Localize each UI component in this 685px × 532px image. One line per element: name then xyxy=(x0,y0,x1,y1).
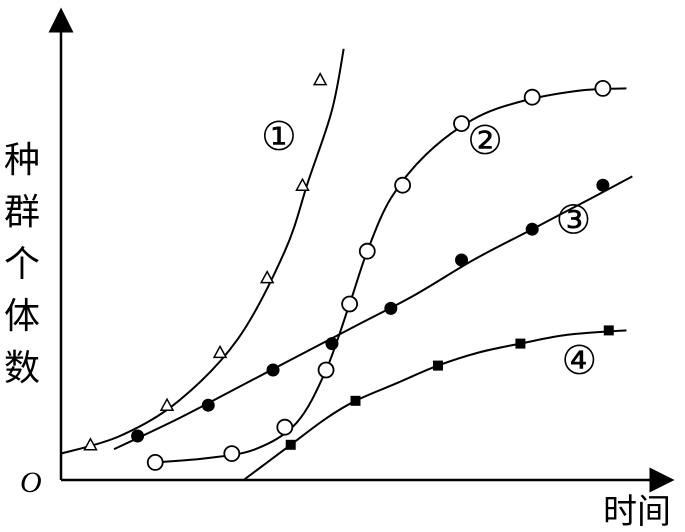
data-point-series-4 xyxy=(285,439,296,450)
data-point-series-1 xyxy=(159,397,175,411)
origin-label: O xyxy=(20,466,42,499)
series-curve-4 xyxy=(242,329,627,481)
data-markers xyxy=(83,72,614,471)
data-point-series-1 xyxy=(212,344,228,359)
data-point-series-3 xyxy=(596,178,610,192)
curve-labels: ① ② ③ ④ xyxy=(261,114,597,384)
data-point-series-2 xyxy=(523,88,541,106)
curves xyxy=(60,48,633,481)
data-point-series-2 xyxy=(223,445,241,463)
y-axis-label-char: 体 xyxy=(4,296,40,337)
curve-label: ③ xyxy=(556,197,592,243)
y-axis-label-char: 数 xyxy=(4,348,40,389)
curve-label: ② xyxy=(467,118,503,164)
data-point-series-2 xyxy=(358,242,376,260)
x-axis-label: 时间 xyxy=(603,492,671,532)
data-point-series-1 xyxy=(312,72,328,86)
data-point-series-2 xyxy=(594,80,612,97)
curve-label: ④ xyxy=(561,338,597,384)
data-point-series-1 xyxy=(259,270,275,284)
y-axis-label-char: 种 xyxy=(4,140,40,181)
data-point-series-2 xyxy=(317,361,335,379)
data-point-series-1 xyxy=(295,177,310,191)
data-point-series-2 xyxy=(146,453,164,471)
data-point-series-3 xyxy=(455,253,469,267)
y-axis-label-char: 群 xyxy=(4,192,40,233)
data-point-series-3 xyxy=(131,429,145,443)
data-point-series-1 xyxy=(83,437,98,451)
data-point-series-3 xyxy=(201,398,215,412)
series-curve-1 xyxy=(60,48,345,455)
axes xyxy=(48,7,675,493)
data-point-series-4 xyxy=(432,360,443,371)
data-point-series-2 xyxy=(394,176,412,194)
data-point-series-3 xyxy=(325,337,339,351)
y-axis-label-char: 个 xyxy=(4,244,40,285)
data-point-series-3 xyxy=(266,363,280,377)
data-point-series-4 xyxy=(350,395,361,406)
data-point-series-2 xyxy=(341,295,359,313)
data-point-series-3 xyxy=(384,301,398,315)
data-point-series-2 xyxy=(453,115,470,132)
data-point-series-4 xyxy=(603,325,614,336)
series-curve-2 xyxy=(155,87,627,464)
data-point-series-3 xyxy=(525,222,539,236)
curve-label: ① xyxy=(261,114,297,160)
data-point-series-4 xyxy=(515,338,526,349)
data-point-series-2 xyxy=(276,418,294,436)
